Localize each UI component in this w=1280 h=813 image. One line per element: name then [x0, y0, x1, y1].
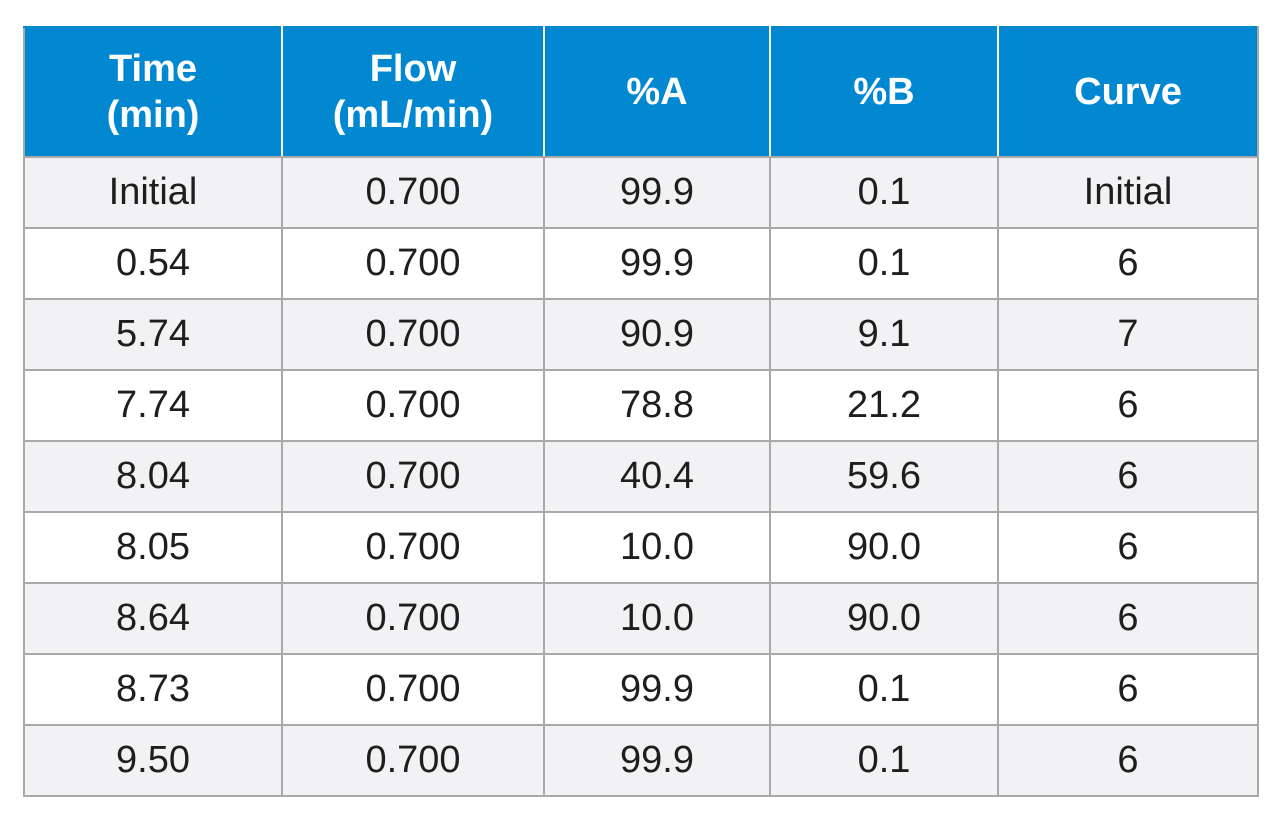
gradient-table: Time (min) Flow (mL/min) %A %B Curve	[23, 26, 1259, 797]
cell-percent-a: 10.0	[543, 582, 771, 655]
cell-flow: 0.700	[281, 227, 545, 300]
cell-percent-b: 0.1	[769, 724, 999, 797]
table-row: 5.74 0.700 90.9 9.1 7	[23, 298, 1259, 371]
cell-time: 5.74	[23, 298, 283, 371]
cell-curve: Initial	[997, 156, 1259, 229]
cell-percent-b: 21.2	[769, 369, 999, 442]
cell-flow: 0.700	[281, 511, 545, 584]
gradient-table-container: Time (min) Flow (mL/min) %A %B Curve	[23, 26, 1259, 797]
header-time-line-1: Time	[108, 48, 197, 90]
cell-percent-b: 0.1	[769, 653, 999, 726]
cell-curve: 6	[997, 440, 1259, 513]
header-curve: Curve	[997, 26, 1259, 158]
cell-percent-b: 0.1	[769, 227, 999, 300]
header-time: Time (min)	[23, 26, 283, 158]
cell-percent-b: 59.6	[769, 440, 999, 513]
cell-percent-a: 10.0	[543, 511, 771, 584]
cell-flow: 0.700	[281, 298, 545, 371]
header-percent-b: %B	[769, 26, 999, 158]
cell-percent-a: 99.9	[543, 227, 771, 300]
cell-time: 8.05	[23, 511, 283, 584]
header-row: Time (min) Flow (mL/min) %A %B Curve	[23, 26, 1259, 158]
header-flow: Flow (mL/min)	[281, 26, 545, 158]
table-row: 8.05 0.700 10.0 90.0 6	[23, 511, 1259, 584]
cell-percent-b: 9.1	[769, 298, 999, 371]
cell-time: 9.50	[23, 724, 283, 797]
cell-time: 7.74	[23, 369, 283, 442]
cell-percent-a: 99.9	[543, 653, 771, 726]
cell-time: 8.64	[23, 582, 283, 655]
cell-curve: 6	[997, 227, 1259, 300]
table-row: 0.54 0.700 99.9 0.1 6	[23, 227, 1259, 300]
cell-percent-b: 0.1	[769, 156, 999, 229]
cell-percent-a: 90.9	[543, 298, 771, 371]
cell-percent-b: 90.0	[769, 511, 999, 584]
cell-time: 0.54	[23, 227, 283, 300]
cell-flow: 0.700	[281, 653, 545, 726]
table-row: Initial 0.700 99.9 0.1 Initial	[23, 156, 1259, 229]
cell-flow: 0.700	[281, 582, 545, 655]
cell-flow: 0.700	[281, 440, 545, 513]
cell-flow: 0.700	[281, 369, 545, 442]
table-header: Time (min) Flow (mL/min) %A %B Curve	[23, 26, 1259, 158]
cell-time: 8.73	[23, 653, 283, 726]
cell-percent-a: 99.9	[543, 724, 771, 797]
cell-curve: 6	[997, 724, 1259, 797]
cell-time: Initial	[23, 156, 283, 229]
header-flow-line-2: (mL/min)	[332, 94, 494, 136]
cell-curve: 6	[997, 511, 1259, 584]
table-row: 7.74 0.700 78.8 21.2 6	[23, 369, 1259, 442]
cell-curve: 6	[997, 369, 1259, 442]
cell-curve: 6	[997, 653, 1259, 726]
table-row: 9.50 0.700 99.9 0.1 6	[23, 724, 1259, 797]
header-percent-a-label: %A	[626, 71, 688, 113]
cell-flow: 0.700	[281, 724, 545, 797]
table-row: 8.73 0.700 99.9 0.1 6	[23, 653, 1259, 726]
header-percent-b-label: %B	[853, 71, 915, 113]
header-time-line-2: (min)	[106, 94, 200, 136]
header-curve-label: Curve	[1074, 71, 1182, 113]
cell-curve: 6	[997, 582, 1259, 655]
cell-curve: 7	[997, 298, 1259, 371]
cell-flow: 0.700	[281, 156, 545, 229]
cell-time: 8.04	[23, 440, 283, 513]
cell-percent-a: 99.9	[543, 156, 771, 229]
cell-percent-a: 78.8	[543, 369, 771, 442]
header-percent-a: %A	[543, 26, 771, 158]
cell-percent-b: 90.0	[769, 582, 999, 655]
table-body: Initial 0.700 99.9 0.1 Initial 0.54 0.70…	[23, 156, 1259, 797]
table-row: 8.64 0.700 10.0 90.0 6	[23, 582, 1259, 655]
table-row: 8.04 0.700 40.4 59.6 6	[23, 440, 1259, 513]
header-flow-line-1: Flow	[369, 48, 457, 90]
cell-percent-a: 40.4	[543, 440, 771, 513]
